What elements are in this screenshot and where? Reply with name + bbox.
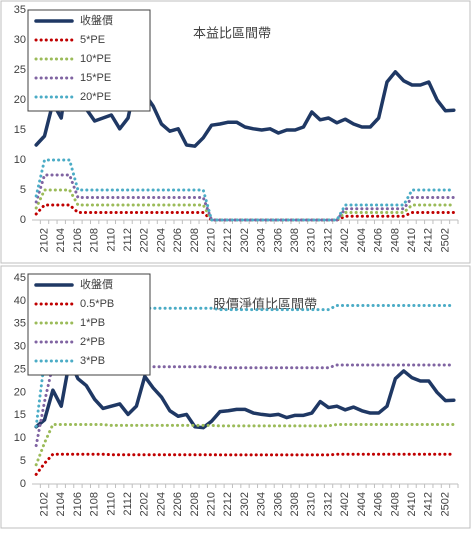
- legend-box: [27, 9, 151, 112]
- series-line: [34, 358, 456, 430]
- legend-label: 15*PE: [80, 72, 111, 84]
- x-tick-label: 2402: [339, 228, 351, 252]
- x-tick-label: 2406: [373, 492, 385, 516]
- y-tick-label: 0: [20, 478, 26, 490]
- x-tick-label: 2212: [222, 228, 234, 252]
- x-tick-label: 2102: [38, 228, 50, 252]
- x-tick-label: 2212: [222, 492, 234, 516]
- x-tick-label: 2106: [72, 228, 84, 252]
- y-tick-label: 35: [14, 318, 26, 330]
- x-tick-label: 2408: [389, 492, 401, 516]
- x-tick-label: 2502: [439, 492, 451, 516]
- series-line: [34, 173, 456, 222]
- x-tick-label: 2204: [155, 492, 167, 516]
- x-tick-label: 2110: [105, 492, 117, 516]
- legend-label: 20*PE: [80, 91, 111, 103]
- x-tick-label: 2202: [139, 492, 151, 516]
- series-line: [34, 56, 456, 148]
- x-tick-label: 2104: [55, 228, 67, 252]
- x-tick-label: 2410: [406, 228, 418, 252]
- y-tick-label: 0: [20, 214, 26, 226]
- x-tick-label: 2110: [105, 228, 117, 252]
- x-tick-label: 2312: [322, 228, 334, 252]
- x-tick-label: 2312: [322, 492, 334, 516]
- x-tick-label: 2108: [89, 228, 101, 252]
- x-tick-label: 2206: [172, 228, 184, 252]
- x-tick-label: 2202: [139, 228, 151, 252]
- y-tick-label: 30: [14, 34, 26, 46]
- x-tick-label: 2112: [122, 492, 134, 516]
- x-tick-label: 2502: [439, 228, 451, 252]
- x-tick-label: 2104: [55, 492, 67, 516]
- x-tick-label: 2210: [205, 492, 217, 516]
- x-tick-label: 2310: [306, 492, 318, 516]
- legend-label: 0.5*PB: [80, 298, 114, 310]
- x-tick-label: 2106: [72, 492, 84, 516]
- x-tick-label: 2406: [373, 228, 385, 252]
- y-tick-label: 5: [20, 184, 26, 196]
- legend-label: 收盤價: [80, 13, 113, 27]
- y-tick-label: 30: [14, 341, 26, 353]
- series-line: [34, 363, 456, 448]
- series-line: [34, 303, 456, 428]
- x-tick-label: 2404: [356, 492, 368, 516]
- y-tick-label: 15: [14, 409, 26, 421]
- legend-box: [27, 273, 151, 376]
- x-tick-label: 2410: [406, 492, 418, 516]
- x-tick-label: 2304: [256, 228, 268, 252]
- x-tick-label: 2208: [189, 492, 201, 516]
- y-tick-label: 45: [14, 272, 26, 284]
- legend-label: 5*PE: [80, 34, 105, 46]
- x-tick-label: 2308: [289, 228, 301, 252]
- y-tick-label: 35: [14, 4, 26, 16]
- chart-title: 本益比區間帶: [193, 25, 271, 40]
- x-tick-label: 2208: [189, 228, 201, 252]
- y-tick-label: 40: [14, 295, 26, 307]
- y-tick-label: 5: [20, 455, 26, 467]
- series-line: [34, 422, 456, 467]
- x-tick-label: 2308: [289, 492, 301, 516]
- y-tick-label: 10: [14, 154, 26, 166]
- y-tick-label: 25: [14, 363, 26, 375]
- x-tick-label: 2102: [38, 492, 50, 516]
- x-tick-label: 2302: [239, 492, 251, 516]
- y-tick-label: 25: [14, 64, 26, 76]
- x-tick-label: 2408: [389, 228, 401, 252]
- y-tick-label: 15: [14, 124, 26, 136]
- y-tick-label: 10: [14, 432, 26, 444]
- x-tick-label: 2306: [272, 492, 284, 516]
- x-tick-label: 2108: [89, 492, 101, 516]
- x-tick-label: 2404: [356, 228, 368, 252]
- x-tick-label: 2412: [423, 492, 435, 516]
- legend-label: 3*PB: [80, 355, 105, 367]
- legend-label: 收盤價: [80, 277, 113, 291]
- x-tick-label: 2306: [272, 228, 284, 252]
- y-tick-label: 20: [14, 94, 26, 106]
- x-tick-label: 2304: [256, 492, 268, 516]
- x-tick-label: 2412: [423, 228, 435, 252]
- x-tick-label: 2210: [205, 228, 217, 252]
- x-tick-label: 2402: [339, 492, 351, 516]
- x-tick-label: 2112: [122, 228, 134, 252]
- x-tick-label: 2204: [155, 228, 167, 252]
- chart-title: 股價淨值比區間帶: [213, 296, 317, 311]
- series-line: [34, 158, 456, 222]
- x-tick-label: 2310: [306, 228, 318, 252]
- series-line: [34, 452, 456, 476]
- x-tick-label: 2206: [172, 492, 184, 516]
- legend-label: 2*PB: [80, 336, 105, 348]
- y-tick-label: 20: [14, 386, 26, 398]
- x-tick-label: 2302: [239, 228, 251, 252]
- legend-label: 10*PE: [80, 53, 111, 65]
- legend-label: 1*PB: [80, 317, 105, 329]
